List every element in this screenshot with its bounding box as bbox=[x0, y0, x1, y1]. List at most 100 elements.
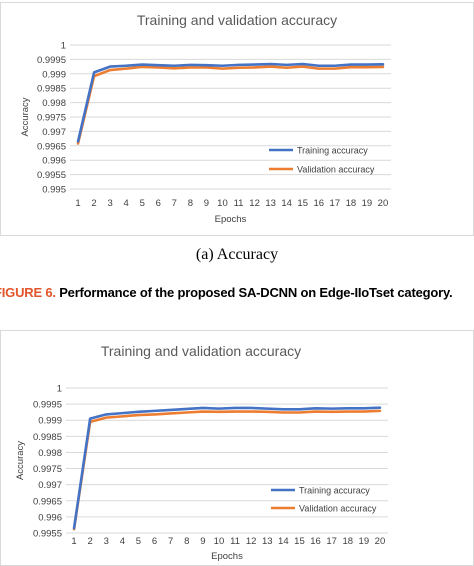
chart-b-point-validation bbox=[282, 411, 284, 414]
chart-a-point-training bbox=[141, 63, 143, 66]
chart-a-point-validation bbox=[366, 66, 368, 68]
chart-a-x-tick-label: 8 bbox=[188, 198, 193, 209]
chart-svg-b: Training and validation accuracy 0.9955 0.… bbox=[15, 343, 388, 562]
chart-b-x-tick-label: 8 bbox=[184, 536, 189, 547]
chart-b-x-tick-label: 19 bbox=[359, 536, 370, 547]
chart-b-point-training bbox=[234, 407, 236, 409]
chart-a-y-axis-label: Accuracy bbox=[20, 97, 31, 136]
chart-a-x-tick-label: 3 bbox=[107, 198, 112, 209]
chart-b-x-axis-label: Epochs bbox=[211, 551, 243, 562]
chart-a-legend-label-training: Training accuracy bbox=[297, 146, 368, 156]
chart-b-x-tick-label: 6 bbox=[152, 536, 157, 547]
chart-svg-a: Training and validation accuracy 0.995 0.9… bbox=[20, 12, 391, 225]
chart-b-y-tick-label: 0.997 bbox=[38, 480, 62, 491]
chart-a-point-validation bbox=[334, 68, 336, 70]
chart-b-legend-label-training: Training accuracy bbox=[299, 486, 370, 496]
chart-b-x-tick-label: 11 bbox=[230, 536, 240, 547]
chart-a-point-training bbox=[302, 63, 304, 65]
chart-a-point-training bbox=[382, 63, 384, 65]
chart-a-x-tick-label: 5 bbox=[140, 198, 145, 209]
chart-a-point-training bbox=[189, 64, 191, 66]
chart-b-y-tick-label: 0.999 bbox=[38, 416, 62, 427]
chart-b-point-validation bbox=[105, 417, 107, 419]
chart-b-x-tick-label: 2 bbox=[88, 536, 93, 547]
chart-a-x-tick-label: 7 bbox=[172, 198, 177, 209]
chart-a-y-tick-label: 0.999 bbox=[42, 69, 66, 80]
chart-a-point-validation bbox=[125, 68, 127, 70]
chart-b-point-training bbox=[282, 408, 284, 410]
chart-a-point-training bbox=[350, 63, 352, 66]
chart-a-legend-label-validation: Validation accuracy bbox=[297, 165, 375, 175]
chart-b-point-validation bbox=[218, 411, 220, 413]
chart-b-x-tick-label: 15 bbox=[294, 536, 305, 547]
chart-b-point-validation bbox=[121, 415, 123, 417]
chart-b-y-tick-label: 0.9985 bbox=[33, 432, 62, 443]
chart-a-y-tick-label: 0.9955 bbox=[37, 170, 66, 181]
chart-a-x-tick-label: 4 bbox=[124, 198, 129, 209]
chart-b-point-validation bbox=[153, 413, 156, 416]
chart-a-point-validation bbox=[253, 66, 256, 69]
chart-a-point-validation bbox=[189, 66, 191, 69]
figure-caption: FIGURE 6. Performance of the proposed SA… bbox=[0, 285, 474, 300]
chart-a-point-training bbox=[366, 63, 368, 66]
chart-b-point-training bbox=[121, 412, 123, 414]
chart-a-x-tick-label: 20 bbox=[378, 198, 389, 209]
chart-a-y-tick-label: 0.997 bbox=[42, 127, 66, 138]
chart-a-x-tick-label: 17 bbox=[330, 198, 341, 209]
chart-b-point-training bbox=[170, 409, 172, 411]
chart-a-point-training bbox=[109, 66, 111, 68]
chart-a-x-tick-label: 1 bbox=[75, 198, 80, 209]
chart-b-point-training bbox=[218, 408, 220, 410]
chart-a-point-validation bbox=[141, 66, 143, 68]
chart-a-point-validation bbox=[221, 68, 224, 70]
chart-a-x-tick-label: 18 bbox=[346, 198, 357, 209]
chart-a-point-validation bbox=[350, 66, 352, 68]
chart-b-point-training bbox=[89, 418, 91, 420]
chart-b-y-tick-label: 0.9995 bbox=[33, 400, 62, 411]
chart-a-x-tick-label: 14 bbox=[281, 198, 292, 209]
chart-b-x-tick-label: 13 bbox=[262, 536, 273, 547]
chart-a-x-tick-label: 13 bbox=[265, 198, 276, 209]
chart-b-x-tick-label: 20 bbox=[375, 536, 386, 547]
chart-a-point-training bbox=[93, 71, 95, 73]
chart-b-point-validation bbox=[347, 410, 349, 413]
chart-a-point-training bbox=[237, 64, 240, 66]
chart-a-title: Training and validation accuracy bbox=[137, 12, 337, 28]
chart-b-point-validation bbox=[250, 410, 252, 413]
chart-a-y-tick-label: 0.995 bbox=[42, 185, 66, 196]
figure-caption-text: Performance of the proposed SA-DCNN on E… bbox=[59, 285, 453, 300]
chart-a-point-training bbox=[318, 65, 320, 67]
chart-b-title: Training and validation accuracy bbox=[101, 343, 301, 359]
chart-b-point-validation bbox=[234, 410, 236, 413]
chart-b-point-validation bbox=[137, 414, 140, 416]
chart-a-point-validation bbox=[302, 66, 304, 68]
chart-a-point-validation bbox=[109, 69, 111, 71]
chart-b-point-training bbox=[266, 408, 268, 410]
chart-b-x-tick-label: 14 bbox=[278, 536, 289, 547]
chart-a-point-validation bbox=[205, 66, 208, 69]
chart-b-point-validation bbox=[202, 410, 204, 413]
figure-caption-label: FIGURE 6. bbox=[0, 285, 56, 300]
chart-a-y-tick-label: 1 bbox=[61, 41, 66, 52]
chart-b-series-line-validation bbox=[72, 409, 382, 531]
chart-a-point-training bbox=[205, 64, 208, 66]
chart-a-y-tick-label: 0.9995 bbox=[37, 55, 66, 66]
chart-b-y-tick-label: 0.9955 bbox=[33, 529, 62, 540]
chart-b-point-training bbox=[379, 407, 381, 409]
chart-b-x-tick-label: 17 bbox=[326, 536, 337, 547]
chart-b-y-tick-label: 1 bbox=[57, 384, 62, 395]
chart-a-point-training bbox=[221, 65, 224, 67]
chart-b-point-validation bbox=[314, 410, 317, 413]
chart-a-point-training bbox=[334, 65, 336, 67]
chart-b-x-tick-label: 12 bbox=[246, 536, 257, 547]
chart-a-point-training bbox=[125, 65, 127, 67]
chart-a-point-validation bbox=[318, 68, 320, 70]
chart-b-series-line-training bbox=[72, 406, 382, 530]
chart-b-point-validation bbox=[170, 412, 172, 415]
chart-a-point-training bbox=[77, 140, 79, 143]
chart-b-point-training bbox=[331, 408, 333, 410]
chart-b-point-validation bbox=[363, 410, 365, 413]
chart-a-x-tick-label: 12 bbox=[249, 198, 260, 209]
chart-a-point-validation bbox=[286, 67, 288, 69]
chart-b-point-training bbox=[73, 527, 75, 529]
